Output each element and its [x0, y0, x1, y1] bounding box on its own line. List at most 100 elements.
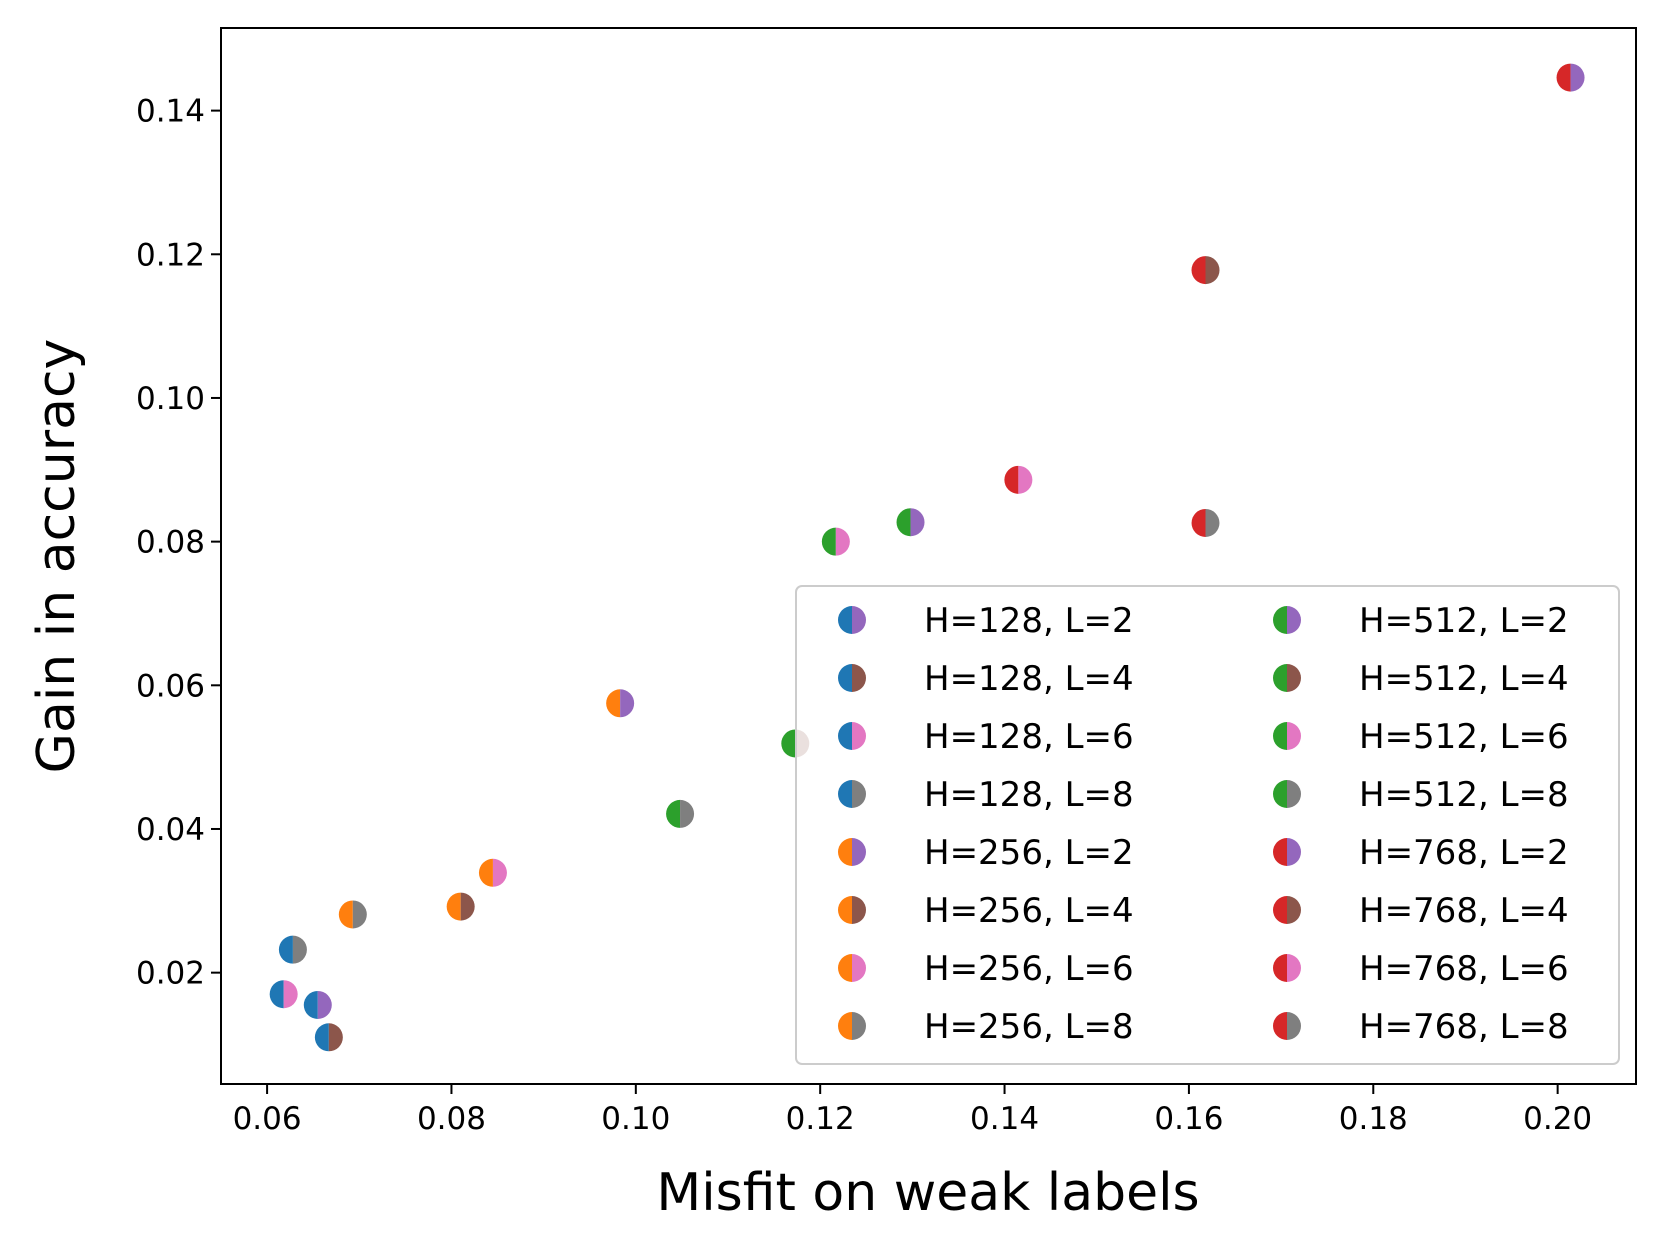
legend-entry: H=512, L=2	[1273, 601, 1569, 641]
y-tick-label: 0.02	[136, 956, 205, 992]
data-point	[446, 892, 475, 921]
legend-marker-right-half	[1287, 780, 1301, 808]
y-tick-label: 0.10	[136, 381, 205, 417]
data-point	[269, 980, 298, 1009]
legend-marker-left-half	[1273, 954, 1287, 982]
legend-label: H=256, L=2	[924, 833, 1134, 873]
data-point	[1191, 508, 1220, 537]
data-point-left-half	[821, 527, 836, 556]
legend-entry: H=768, L=6	[1273, 949, 1569, 989]
y-tick-label: 0.06	[136, 668, 205, 704]
data-point-right-half	[1205, 508, 1220, 537]
data-point-left-half	[1556, 63, 1571, 92]
legend-entry: H=256, L=2	[838, 833, 1134, 873]
x-tick-label: 0.16	[1154, 1101, 1223, 1137]
legend-marker-left-half	[838, 1012, 852, 1040]
x-tick-label: 0.08	[417, 1101, 486, 1137]
legend-label: H=256, L=8	[924, 1007, 1134, 1047]
plot-frame	[220, 27, 1637, 1085]
data-point-right-half	[1018, 465, 1033, 494]
data-point-left-half	[303, 990, 318, 1019]
data-point	[314, 1023, 343, 1052]
x-tick-label: 0.18	[1339, 1101, 1408, 1137]
y-axis-label: Gain in accuracy	[27, 339, 87, 774]
legend-label: H=256, L=6	[924, 949, 1134, 989]
data-point-left-half	[781, 729, 796, 758]
legend-entry: H=256, L=6	[838, 949, 1134, 989]
data-point-left-half	[666, 799, 681, 828]
legend-entry: H=512, L=6	[1273, 717, 1569, 757]
legend-label: H=128, L=4	[924, 659, 1134, 699]
data-point	[338, 900, 367, 929]
legend-label: H=128, L=2	[924, 601, 1134, 641]
legend-marker-right-half	[852, 896, 866, 924]
x-tick-label: 0.10	[601, 1101, 670, 1137]
data-point-left-half	[314, 1023, 329, 1052]
legend-marker-right-half	[852, 722, 866, 750]
data-point-right-half	[283, 980, 298, 1009]
legend-label: H=768, L=8	[1359, 1007, 1569, 1047]
legend-frame	[795, 585, 1620, 1065]
data-point-left-half	[896, 508, 911, 537]
legend-marker-left-half	[838, 606, 852, 634]
data-point	[666, 799, 695, 828]
data-point	[606, 689, 635, 718]
data-point-right-half	[352, 900, 367, 929]
legend: H=128, L=2 H=128, L=4 H=128, L=6 H=128, L=8…	[795, 585, 1620, 1065]
legend-marker-left-half	[838, 838, 852, 866]
data-point-right-half	[620, 689, 635, 718]
data-point	[896, 508, 925, 537]
x-axis-label: Misfit on weak labels	[656, 1163, 1199, 1223]
legend-marker-left-half	[838, 780, 852, 808]
legend-marker-left-half	[1273, 896, 1287, 924]
legend-marker-right-half	[852, 954, 866, 982]
legend-label: H=128, L=8	[924, 775, 1134, 815]
legend-marker-right-half	[1287, 606, 1301, 634]
data-point	[1191, 256, 1220, 285]
x-axis: 0.06 0.08 0.10 0.12 0.14 0.16 0.18 0.20	[233, 1084, 1592, 1137]
data-point	[478, 858, 507, 887]
data-point-left-half	[1004, 465, 1019, 494]
data-point-right-half	[492, 858, 507, 887]
legend-marker-right-half	[1287, 896, 1301, 924]
legend-marker-left-half	[1273, 606, 1287, 634]
data-point-left-half	[278, 935, 293, 964]
data-point-right-half	[910, 508, 925, 537]
data-point	[821, 527, 850, 556]
x-tick-label: 0.12	[786, 1101, 855, 1137]
legend-marker-right-half	[852, 838, 866, 866]
legend-marker-right-half	[1287, 722, 1301, 750]
legend-entry: H=256, L=4	[838, 891, 1134, 931]
legend-marker-left-half	[838, 954, 852, 982]
legend-marker-left-half	[838, 722, 852, 750]
legend-label: H=768, L=4	[1359, 891, 1569, 931]
data-point-right-half	[292, 935, 307, 964]
legend-label: H=512, L=6	[1359, 717, 1569, 757]
legend-label: H=512, L=4	[1359, 659, 1569, 699]
legend-marker-right-half	[1287, 664, 1301, 692]
y-tick-label: 0.04	[136, 812, 205, 848]
legend-marker-right-half	[1287, 1012, 1301, 1040]
legend-marker-right-half	[852, 606, 866, 634]
data-point-right-half	[680, 799, 695, 828]
y-tick-label: 0.12	[136, 237, 205, 273]
data-point-left-half	[446, 892, 461, 921]
data-point	[278, 935, 307, 964]
x-tick-label: 0.06	[233, 1101, 302, 1137]
legend-label: H=512, L=2	[1359, 601, 1569, 641]
legend-entry: H=768, L=4	[1273, 891, 1569, 931]
legend-label: H=768, L=2	[1359, 833, 1569, 873]
data-point-right-half	[328, 1023, 343, 1052]
data-point-left-half	[1191, 508, 1206, 537]
legend-marker-right-half	[852, 1012, 866, 1040]
legend-entry: H=128, L=8	[838, 775, 1134, 815]
x-tick-label: 0.20	[1523, 1101, 1592, 1137]
data-point-left-half	[606, 689, 621, 718]
legend-entry: H=128, L=4	[838, 659, 1134, 699]
legend-marker-left-half	[1273, 1012, 1287, 1040]
data-point-left-half	[478, 858, 493, 887]
data-point	[1556, 63, 1585, 92]
legend-marker-left-half	[1273, 722, 1287, 750]
data-point-left-half	[338, 900, 353, 929]
